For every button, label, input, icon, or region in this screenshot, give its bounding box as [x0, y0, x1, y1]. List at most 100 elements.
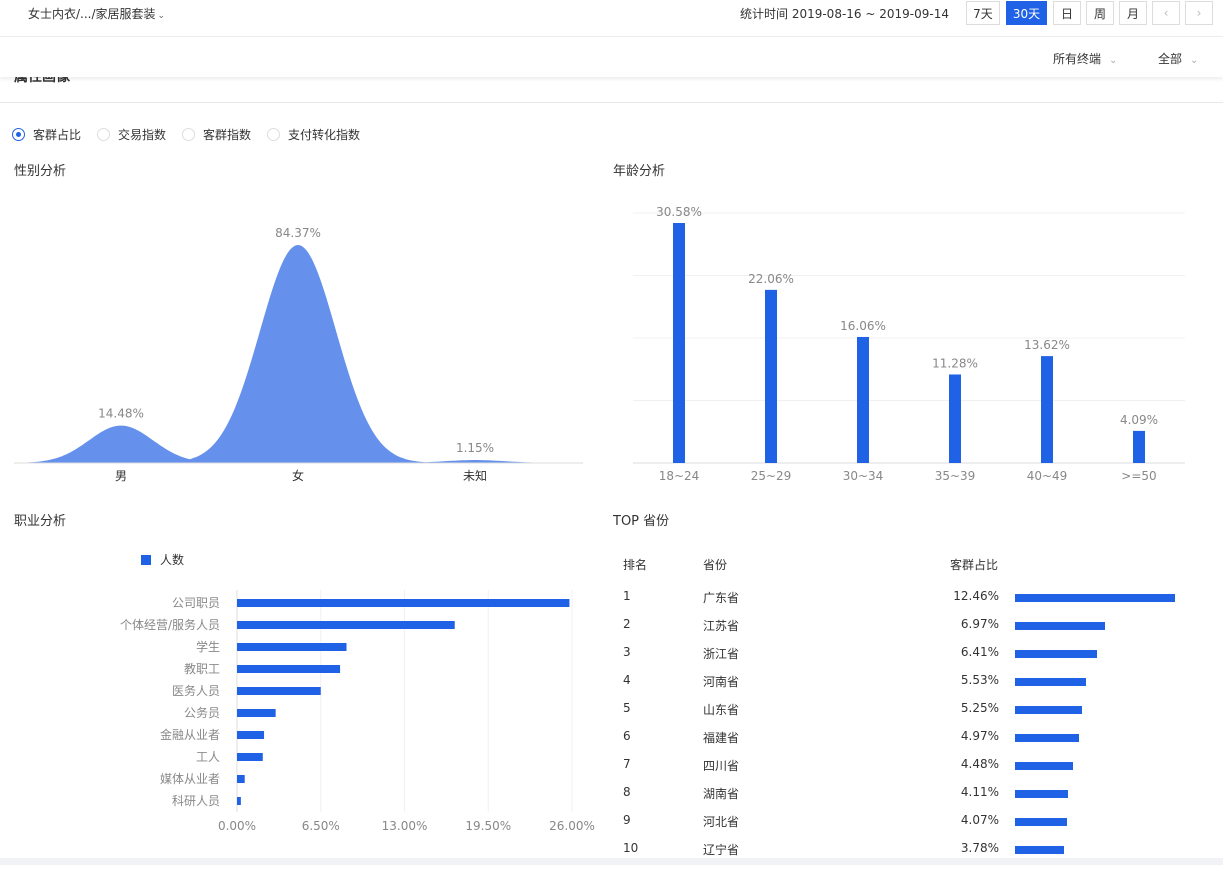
province-row: 3 浙江省 6.41%: [0, 645, 1223, 673]
province-name: 辽宁省: [703, 843, 740, 857]
province-rank: 9: [623, 813, 631, 827]
occupation-x-tick: 13.00%: [382, 819, 428, 833]
occupation-category-label: 媒体从业者: [160, 772, 220, 786]
province-name: 山东省: [703, 703, 740, 717]
province-row: 5 山东省 5.25%: [0, 701, 1223, 729]
terminal-select-value: 所有终端: [1053, 52, 1102, 66]
occupation-category-label: 科研人员: [172, 794, 220, 808]
rank-header: 排名: [623, 558, 648, 572]
province-row: 10 辽宁省 3.78%: [0, 841, 1223, 869]
range-month-button[interactable]: 月: [1119, 1, 1147, 25]
occupation-x-tick: 6.50%: [302, 819, 340, 833]
gender-area: [14, 245, 583, 463]
province-row: 7 四川省 4.48%: [0, 757, 1223, 785]
province-row: 2 江苏省 6.97%: [0, 617, 1223, 645]
age-value-label: 4.09%: [1120, 413, 1158, 427]
province-share-bar: [1015, 594, 1175, 602]
province-name: 河北省: [703, 815, 740, 829]
province-share: 3.78%: [960, 841, 999, 855]
province-share-bar: [1015, 790, 1068, 798]
occupation-category-label: 金融从业者: [160, 727, 220, 742]
gender-value-label: 84.37%: [275, 226, 321, 240]
radio-label: 交易指数: [118, 128, 167, 142]
province-row: 4 河南省 5.53%: [0, 673, 1223, 701]
range-day-button[interactable]: 日: [1053, 1, 1081, 25]
age-bar: [857, 336, 869, 463]
radio-label: 支付转化指数: [288, 128, 361, 142]
province-rank: 8: [623, 785, 631, 799]
gender-title: 性别分析: [14, 164, 67, 179]
age-value-label: 11.28%: [932, 356, 978, 370]
province-share: 4.07%: [960, 813, 999, 827]
terminal-select[interactable]: 所有终端 ⌄: [1053, 50, 1117, 67]
next-period-button[interactable]: ›: [1185, 1, 1213, 25]
age-category-label: 25~29: [751, 469, 792, 483]
occupation-bar: [237, 775, 245, 783]
province-rank: 6: [623, 729, 631, 743]
range-7d-button[interactable]: 7天: [966, 1, 1000, 25]
province-name: 浙江省: [703, 647, 740, 661]
scope-select-value: 全部: [1158, 52, 1183, 66]
range-30d-button[interactable]: 30天: [1006, 1, 1047, 25]
occupation-category-label: 学生: [196, 639, 220, 654]
radio-unchecked-icon: [97, 128, 111, 141]
age-category-label: 18~24: [659, 469, 700, 483]
province-rank: 5: [623, 701, 631, 715]
gender-category-label: 女: [292, 468, 304, 483]
occupation-category-label: 教职工: [184, 661, 220, 676]
occupation-bar: [237, 753, 263, 761]
age-category-label: 30~34: [843, 469, 884, 483]
occupation-bar: [237, 665, 341, 673]
age-category-label: >=50: [1121, 469, 1156, 483]
occupation-category-label: 个体经营/服务人员: [120, 617, 220, 632]
age-bar: [949, 374, 961, 463]
province-name: 福建省: [703, 731, 740, 745]
occupation-x-tick: 0.00%: [218, 819, 256, 833]
age-value-label: 30.58%: [656, 205, 702, 219]
province-rank: 4: [623, 673, 631, 687]
radio-trade-index[interactable]: 交易指数: [97, 126, 166, 143]
occupation-bar: [237, 687, 321, 695]
legend-swatch: [141, 555, 151, 565]
province-share: 4.48%: [960, 757, 999, 771]
chevron-left-icon: ‹: [1163, 6, 1169, 20]
province-share-bar: [1015, 650, 1098, 658]
age-value-label: 22.06%: [748, 272, 794, 286]
chevron-down-icon: ⌄: [1190, 55, 1199, 66]
radio-conversion-index[interactable]: 支付转化指数: [267, 126, 360, 143]
province-share: 4.97%: [960, 729, 999, 743]
province-share: 4.11%: [960, 785, 999, 799]
province-name: 湖南省: [703, 787, 740, 801]
radio-share[interactable]: 客群占比: [12, 126, 81, 143]
province-share-bar: [1015, 846, 1064, 854]
province-share-bar: [1015, 706, 1083, 714]
top-bar: 女士内衣/.../家居服套装 ⌄ 统计时间 2019-08-16 ~ 2019-0…: [0, 0, 1223, 37]
occupation-bar: [237, 709, 276, 717]
province-rank: 10: [623, 841, 639, 855]
section-divider: [0, 102, 1223, 103]
occupation-category-label: 医务人员: [172, 683, 220, 698]
scope-select[interactable]: 全部 ⌄: [1158, 50, 1198, 67]
filter-bar: 所有终端 ⌄ 全部 ⌄: [0, 37, 1223, 77]
province-share: 5.53%: [960, 673, 999, 687]
chevron-right-icon: ›: [1196, 6, 1202, 20]
age-value-label: 13.62%: [1024, 338, 1070, 352]
age-bar: [673, 223, 685, 463]
range-week-button[interactable]: 周: [1086, 1, 1114, 25]
radio-label: 客群指数: [203, 128, 252, 142]
province-share-bar: [1015, 678, 1086, 686]
gender-value-label: 1.15%: [456, 441, 494, 455]
occupation-bar: [237, 643, 347, 651]
province-share-bar: [1015, 622, 1105, 630]
prev-period-button[interactable]: ‹: [1152, 1, 1180, 25]
occupation-chart: 人数 0.00% 6.50% 13.00% 19.50% 26.00% 公司职员个体经营/服…: [120, 552, 595, 833]
province-rank: 3: [623, 645, 631, 659]
province-share: 6.41%: [960, 645, 999, 659]
radio-group-index[interactable]: 客群指数: [182, 126, 251, 143]
metric-radio-group: 客群占比 交易指数 客群指数 支付转化指数: [12, 126, 376, 143]
province-row: 1 广东省 12.46%: [0, 589, 1223, 617]
province-row: 9 河北省 4.07%: [0, 813, 1223, 841]
occupation-category-label: 公务员: [184, 705, 220, 720]
category-breadcrumb[interactable]: 女士内衣/.../家居服套装 ⌄: [28, 5, 165, 22]
province-share: 5.25%: [960, 701, 999, 715]
